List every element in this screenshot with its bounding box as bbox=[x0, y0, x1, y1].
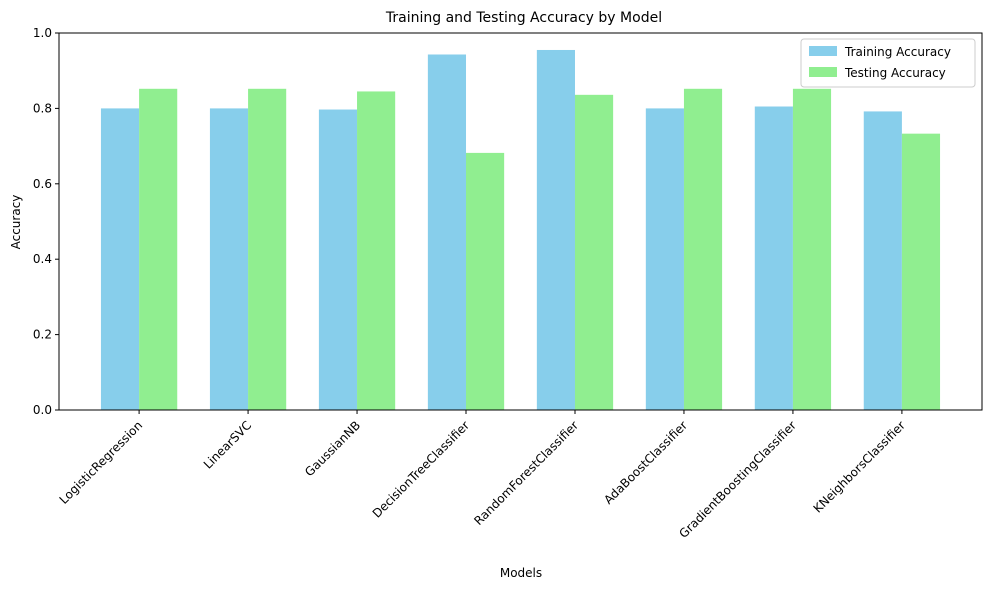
training-accuracy-bar bbox=[318, 109, 358, 410]
plot-frame bbox=[58, 32, 983, 411]
x-tick-label: LinearSVC bbox=[201, 418, 254, 471]
legend-label: Testing Accuracy bbox=[844, 66, 946, 80]
y-tick-label: 1.0 bbox=[33, 26, 52, 40]
training-accuracy-bar bbox=[427, 54, 467, 411]
training-accuracy-bar bbox=[536, 49, 575, 410]
testing-accuracy-bar bbox=[139, 88, 178, 411]
training-accuracy-bar bbox=[209, 108, 249, 411]
testing-accuracy-bar bbox=[901, 133, 941, 410]
y-axis: 0.0 0.2 0.4 0.6 0.8 1.0 bbox=[33, 26, 59, 417]
x-axis-title: Models bbox=[500, 566, 542, 580]
x-axis: LogisticRegression LinearSVC GaussianNB Dec… bbox=[57, 410, 908, 541]
testing-accuracy-bar bbox=[683, 88, 723, 411]
training-accuracy-bar bbox=[100, 108, 140, 411]
y-tick-label: 0.6 bbox=[33, 177, 52, 191]
x-tick-label: GradientBoostingClassifier bbox=[676, 418, 799, 541]
legend: Training Accuracy Testing Accuracy bbox=[800, 38, 976, 88]
x-tick-label: KNeighborsClassifier bbox=[811, 418, 908, 515]
x-tick-label: LogisticRegression bbox=[57, 418, 146, 507]
x-tick-label: AdaBoostClassifier bbox=[601, 418, 690, 507]
bars-group bbox=[100, 49, 941, 411]
testing-accuracy-bar bbox=[466, 152, 505, 410]
y-tick-label: 0.2 bbox=[33, 328, 52, 342]
y-tick-label: 0.0 bbox=[33, 403, 52, 417]
y-tick-label: 0.4 bbox=[33, 252, 52, 266]
training-accuracy-bar bbox=[754, 106, 793, 410]
testing-accuracy-bar bbox=[357, 91, 396, 410]
x-tick-label: RandomForestClassifier bbox=[471, 418, 581, 528]
chart-title: Training and Testing Accuracy by Model bbox=[385, 10, 662, 26]
testing-accuracy-bar bbox=[574, 94, 614, 410]
y-axis-title: Accuracy bbox=[9, 195, 23, 250]
x-tick-label: DecisionTreeClassifier bbox=[370, 418, 472, 520]
testing-accuracy-bar bbox=[248, 88, 287, 411]
y-tick-label: 0.8 bbox=[33, 101, 52, 115]
training-accuracy-bar bbox=[645, 108, 684, 411]
legend-frame bbox=[800, 38, 976, 88]
testing-accuracy-bar bbox=[792, 88, 832, 411]
legend-swatch bbox=[809, 67, 837, 77]
x-tick-label: GaussianNB bbox=[302, 418, 363, 479]
legend-label: Training Accuracy bbox=[844, 45, 951, 59]
training-accuracy-bar bbox=[863, 111, 902, 411]
legend-swatch bbox=[809, 46, 837, 56]
